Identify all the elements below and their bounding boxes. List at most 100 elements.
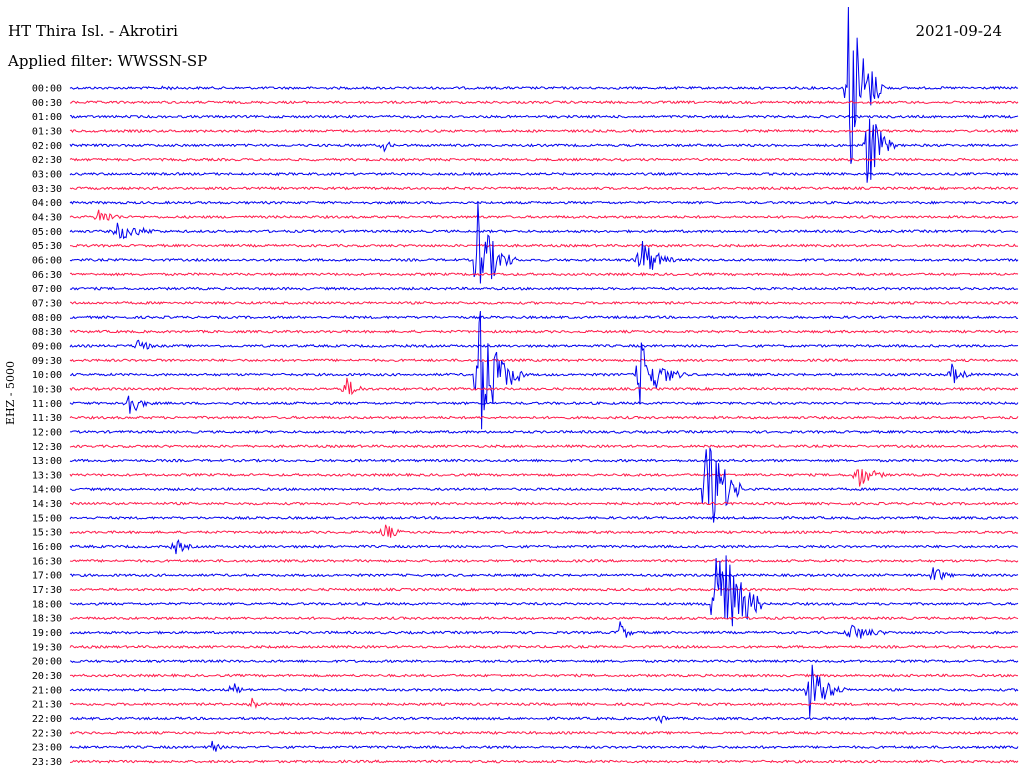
row-time-label: 11:00: [32, 399, 62, 410]
trace-row-0500: [69, 222, 1019, 240]
trace-row-0230: [69, 157, 1019, 162]
trace-row-0900: [69, 339, 1019, 350]
row-time-label: 01:30: [32, 126, 62, 137]
trace-row-1400: [69, 447, 1019, 523]
row-time-label: 05:30: [32, 241, 62, 252]
trace-row-2000: [69, 659, 1019, 664]
row-time-label: 14:00: [32, 485, 62, 496]
row-time-label: 03:30: [32, 184, 62, 195]
row-time-label: 22:30: [32, 728, 62, 739]
trace-row-0630: [69, 272, 1019, 277]
trace-row-0030: [69, 100, 1019, 105]
row-time-label: 02:30: [32, 155, 62, 166]
row-time-label: 15:00: [32, 513, 62, 524]
row-time-label: 00:30: [32, 98, 62, 109]
trace-row-1500: [69, 515, 1019, 521]
row-time-label: 10:00: [32, 370, 62, 381]
row-time-label: 05:00: [32, 227, 62, 238]
row-time-label: 10:30: [32, 384, 62, 395]
row-time-label: 07:00: [32, 284, 62, 295]
row-time-label: 20:30: [32, 671, 62, 682]
row-time-label: 15:30: [32, 528, 62, 539]
trace-row-1800: [69, 555, 1019, 627]
trace-row-0530: [69, 243, 1019, 248]
row-time-label: 04:30: [32, 212, 62, 223]
row-time-label: 06:00: [32, 255, 62, 266]
row-time-label: 03:00: [32, 169, 62, 180]
row-time-label: 11:30: [32, 413, 62, 424]
trace-row-2130: [69, 697, 1019, 710]
row-time-label: 21:00: [32, 685, 62, 696]
trace-row-1200: [69, 429, 1019, 435]
row-time-label: 08:30: [32, 327, 62, 338]
row-time-label: 00:00: [32, 84, 62, 95]
row-time-label: 21:30: [32, 700, 62, 711]
row-time-label: 09:30: [32, 356, 62, 367]
trace-row-2200: [69, 715, 1019, 725]
row-time-label: 16:30: [32, 556, 62, 567]
row-time-label: 14:30: [32, 499, 62, 510]
trace-row-0330: [69, 186, 1019, 191]
trace-row-0200: [69, 118, 1019, 183]
row-time-label: 06:30: [32, 270, 62, 281]
trace-row-0930: [69, 358, 1019, 363]
row-time-label: 19:30: [32, 642, 62, 653]
trace-row-2230: [69, 730, 1019, 736]
row-time-label: 09:00: [32, 341, 62, 352]
row-time-label: 16:00: [32, 542, 62, 553]
trace-row-2300: [69, 740, 1019, 752]
trace-row-0000: [69, 6, 1019, 164]
row-time-label: 07:30: [32, 298, 62, 309]
row-time-label: 18:00: [32, 599, 62, 610]
row-time-label: 13:00: [32, 456, 62, 467]
row-time-label: 13:30: [32, 470, 62, 481]
row-time-label: 19:00: [32, 628, 62, 639]
trace-row-0700: [69, 286, 1019, 291]
trace-row-1930: [69, 644, 1019, 649]
row-time-label: 17:30: [32, 585, 62, 596]
row-time-label: 20:00: [32, 657, 62, 668]
trace-row-0130: [69, 128, 1019, 134]
trace-row-1000: [70, 310, 1019, 430]
trace-row-0730: [69, 300, 1019, 306]
trace-row-1300: [69, 458, 1019, 463]
row-time-label: 01:00: [32, 112, 62, 123]
trace-row-1900: [69, 621, 1019, 639]
trace-row-1430: [69, 501, 1019, 506]
row-time-label: 22:00: [32, 714, 62, 725]
row-time-label: 02:00: [32, 141, 62, 152]
trace-row-1700: [69, 567, 1019, 581]
trace-row-1330: [69, 469, 1019, 487]
trace-row-0100: [69, 114, 1019, 119]
row-time-label: 23:30: [32, 757, 62, 768]
trace-row-0430: [69, 209, 1019, 221]
trace-row-1630: [69, 558, 1019, 563]
date-label: 2021-09-24: [915, 22, 1002, 40]
trace-row-1130: [69, 415, 1019, 420]
row-time-label: 04:00: [32, 198, 62, 209]
filter-label: Applied filter: WWSSN-SP: [8, 52, 208, 70]
trace-row-0400: [69, 200, 1019, 205]
row-time-label: 17:00: [32, 571, 62, 582]
trace-row-0600: [69, 202, 1019, 284]
row-time-label: 23:00: [32, 743, 62, 754]
trace-row-1230: [69, 444, 1019, 449]
row-time-label: 12:00: [32, 427, 62, 438]
trace-row-2030: [69, 673, 1019, 678]
trace-row-2330: [70, 759, 1019, 764]
trace-row-1100: [69, 395, 1019, 414]
row-time-label: 08:00: [32, 313, 62, 324]
trace-row-0800: [69, 315, 1019, 320]
trace-row-1730: [69, 587, 1019, 592]
trace-row-1030: [69, 377, 1019, 396]
trace-row-1530: [69, 524, 1019, 538]
trace-row-1600: [69, 538, 1018, 555]
trace-row-2100: [69, 664, 1019, 717]
station-title: HT Thira Isl. - Akrotiri: [8, 22, 178, 40]
row-time-label: 12:30: [32, 442, 62, 453]
trace-row-0300: [69, 171, 1019, 177]
trace-row-0830: [69, 329, 1019, 334]
row-time-label: 18:30: [32, 614, 62, 625]
trace-row-1830: [69, 615, 1019, 621]
